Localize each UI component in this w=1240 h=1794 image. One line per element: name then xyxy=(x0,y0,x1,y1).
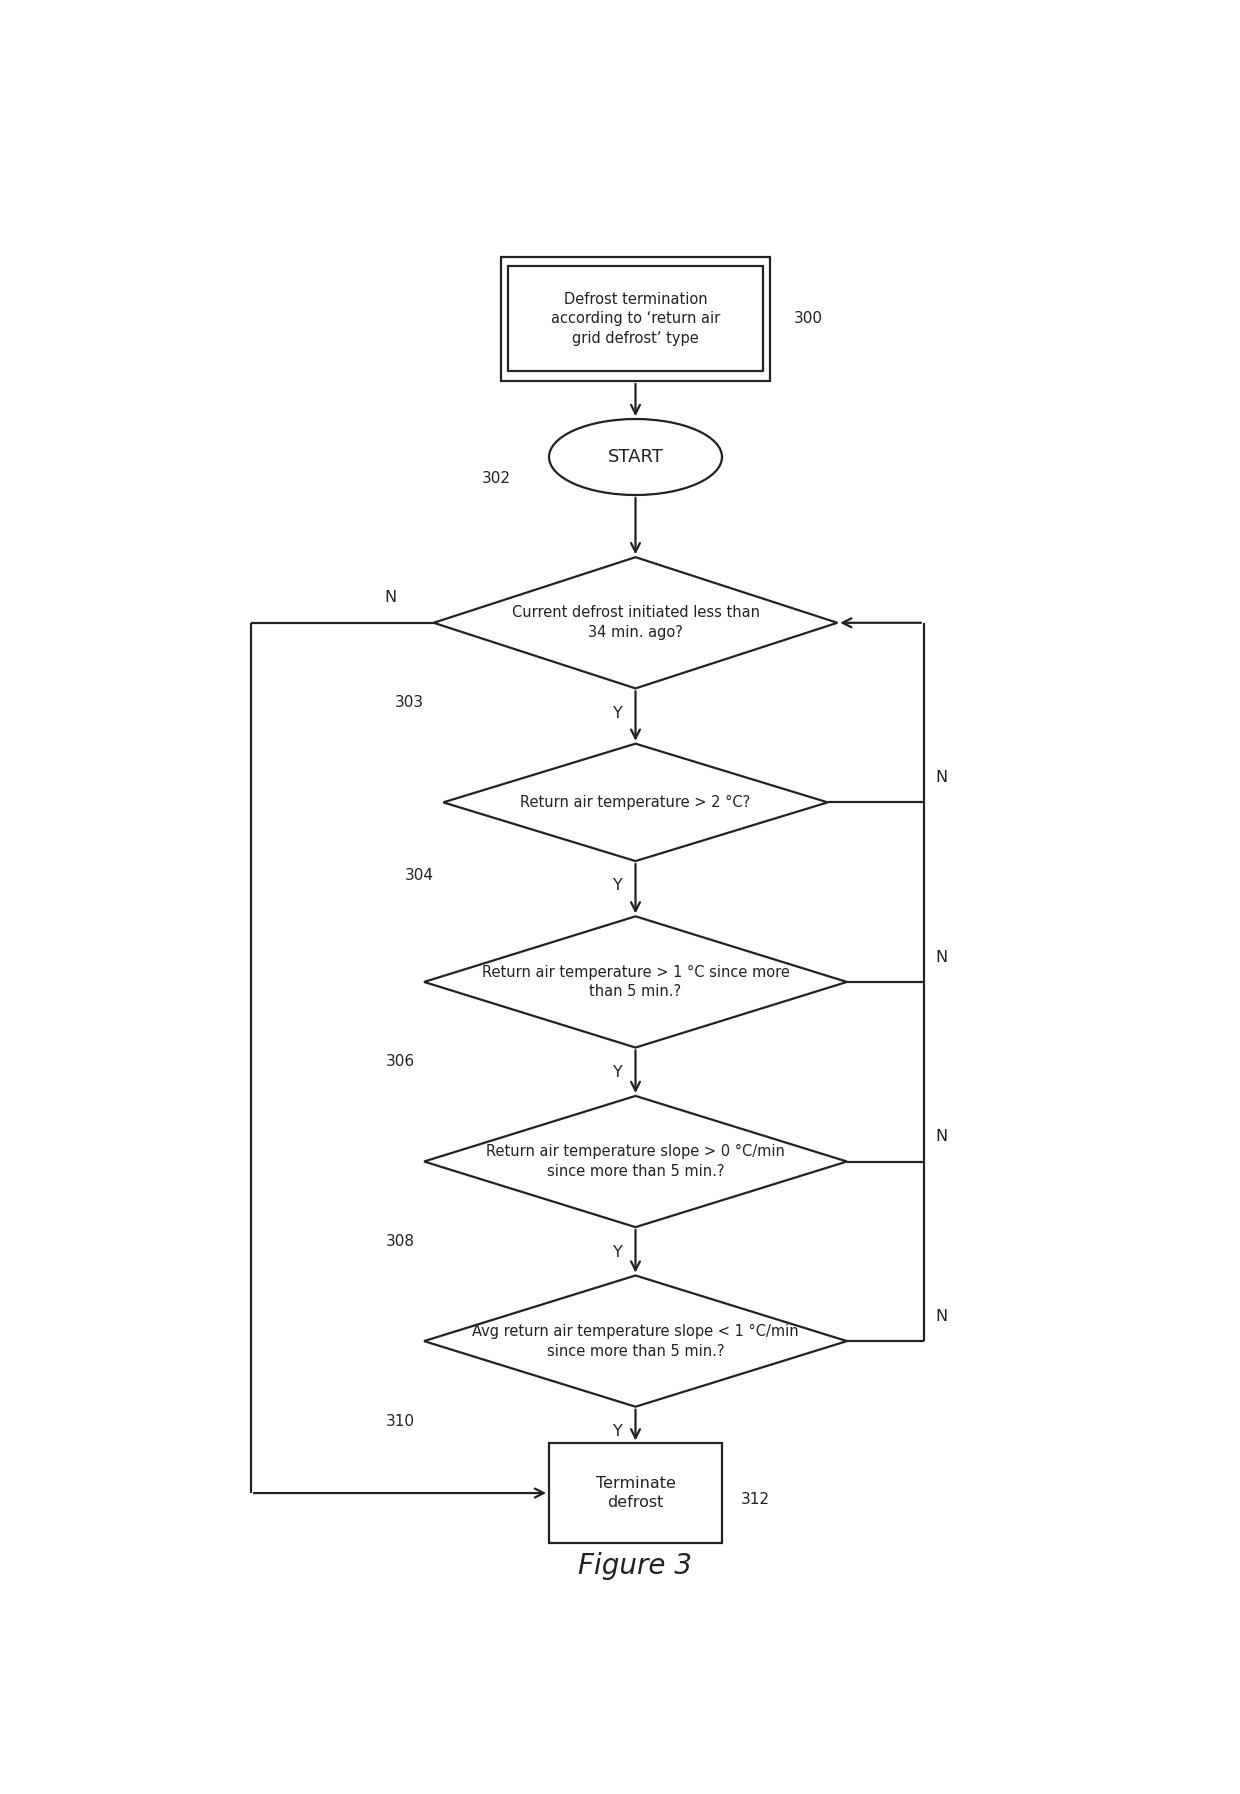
Polygon shape xyxy=(424,917,847,1048)
Text: Y: Y xyxy=(614,1245,622,1259)
Text: 302: 302 xyxy=(481,470,511,486)
Text: N: N xyxy=(935,1310,947,1324)
Text: N: N xyxy=(935,770,947,786)
Text: 310: 310 xyxy=(386,1414,414,1428)
Text: Terminate
defrost: Terminate defrost xyxy=(595,1476,676,1511)
Text: Y: Y xyxy=(614,1066,622,1080)
Polygon shape xyxy=(424,1096,847,1227)
Text: Y: Y xyxy=(614,705,622,721)
Text: Return air temperature > 2 °C?: Return air temperature > 2 °C? xyxy=(521,795,750,809)
Text: Y: Y xyxy=(614,1424,622,1439)
Polygon shape xyxy=(444,745,828,861)
Text: Current defrost initiated less than
34 min. ago?: Current defrost initiated less than 34 m… xyxy=(511,605,759,640)
Polygon shape xyxy=(424,1276,847,1406)
Text: Avg return air temperature slope < 1 °C/min
since more than 5 min.?: Avg return air temperature slope < 1 °C/… xyxy=(472,1324,799,1358)
Text: Y: Y xyxy=(614,879,622,893)
Text: 300: 300 xyxy=(794,312,823,327)
Text: 308: 308 xyxy=(386,1234,414,1249)
FancyBboxPatch shape xyxy=(507,266,764,371)
Text: Defrost termination
according to ‘return air
grid defrost’ type: Defrost termination according to ‘return… xyxy=(551,292,720,346)
Text: Return air temperature slope > 0 °C/min
since more than 5 min.?: Return air temperature slope > 0 °C/min … xyxy=(486,1145,785,1179)
FancyBboxPatch shape xyxy=(549,1444,722,1543)
Polygon shape xyxy=(434,558,837,689)
Text: Return air temperature > 1 °C since more
than 5 min.?: Return air temperature > 1 °C since more… xyxy=(481,965,790,999)
Text: N: N xyxy=(935,949,947,965)
Text: 304: 304 xyxy=(404,868,434,883)
Text: 312: 312 xyxy=(742,1493,770,1507)
Text: 303: 303 xyxy=(396,696,424,710)
Ellipse shape xyxy=(549,420,722,495)
Text: N: N xyxy=(935,1128,947,1145)
Text: START: START xyxy=(608,448,663,466)
FancyBboxPatch shape xyxy=(501,257,770,380)
Text: N: N xyxy=(384,590,397,605)
Text: 306: 306 xyxy=(386,1055,414,1069)
Text: Figure 3: Figure 3 xyxy=(579,1552,692,1581)
